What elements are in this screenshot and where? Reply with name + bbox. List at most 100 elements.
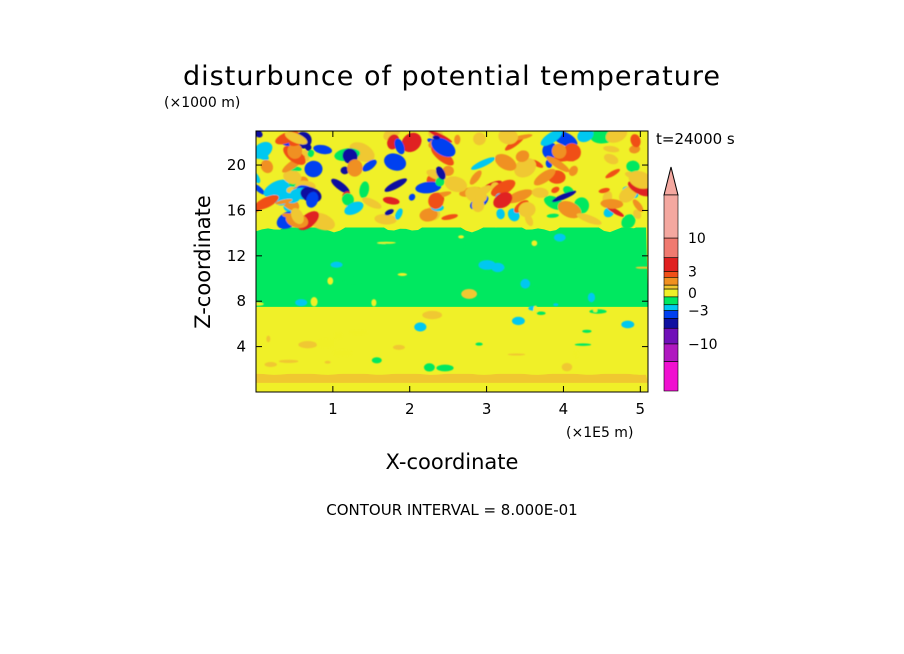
field-blob bbox=[306, 191, 319, 208]
field-blob bbox=[349, 329, 368, 336]
field-blob bbox=[307, 149, 315, 158]
field-blob bbox=[298, 341, 318, 349]
field-blob bbox=[332, 349, 353, 357]
field-blob bbox=[397, 273, 408, 276]
field-blob bbox=[494, 153, 517, 171]
field-blob bbox=[382, 196, 400, 205]
field-blob bbox=[304, 160, 323, 178]
field-blob bbox=[256, 131, 263, 138]
x-axis-title: X-coordinate bbox=[386, 450, 519, 474]
field-blob bbox=[401, 132, 422, 153]
field-blob bbox=[408, 193, 416, 201]
field-blob bbox=[422, 310, 443, 320]
field-blob bbox=[533, 168, 556, 186]
field-blob bbox=[568, 165, 578, 176]
colorbar bbox=[663, 166, 679, 392]
field-blob bbox=[346, 256, 357, 263]
field-blob bbox=[295, 299, 308, 307]
time-label: t=24000 s bbox=[656, 130, 735, 148]
field-blob bbox=[531, 187, 549, 198]
field-blob bbox=[507, 353, 526, 356]
colorbar-segment bbox=[663, 327, 679, 345]
field-blob bbox=[598, 187, 610, 194]
field-blob bbox=[632, 199, 644, 212]
field-blob bbox=[621, 214, 636, 229]
field-blob bbox=[577, 131, 594, 143]
field-blob bbox=[275, 198, 293, 205]
field-blob bbox=[324, 360, 331, 364]
field-blob bbox=[496, 208, 505, 220]
field-blob bbox=[374, 214, 397, 225]
field-blob bbox=[546, 156, 570, 173]
field-blob bbox=[394, 138, 405, 155]
field-blob bbox=[520, 278, 531, 289]
field-blob bbox=[540, 131, 563, 146]
field-blob bbox=[469, 170, 482, 185]
field-blob bbox=[603, 145, 620, 153]
field-blob bbox=[359, 181, 370, 199]
field-blob bbox=[436, 364, 454, 372]
field-blob bbox=[587, 292, 596, 303]
field-blob bbox=[551, 186, 560, 194]
colorbar-arrow bbox=[663, 166, 679, 196]
field-blob bbox=[377, 242, 386, 247]
field-blob bbox=[628, 170, 648, 189]
colorbar-segment bbox=[663, 284, 679, 290]
field-blob bbox=[384, 209, 394, 216]
field-blob bbox=[393, 283, 403, 288]
field-blob bbox=[454, 134, 461, 145]
y-tick-label: 16 bbox=[227, 201, 246, 219]
field-blob bbox=[471, 157, 495, 170]
field-blob bbox=[491, 262, 505, 273]
field-blob bbox=[603, 153, 619, 165]
field-blob bbox=[561, 362, 573, 372]
layer-band bbox=[256, 305, 648, 374]
field-blob bbox=[474, 185, 492, 197]
y-tick-label: 20 bbox=[227, 156, 246, 174]
chart-title: disturbunce of potential temperature bbox=[183, 61, 721, 92]
field-blob bbox=[605, 131, 628, 143]
y-tick-label: 12 bbox=[227, 247, 246, 265]
y-tick-label: 4 bbox=[236, 338, 246, 356]
colorbar-segment bbox=[663, 257, 679, 272]
field-blob bbox=[287, 143, 303, 159]
field-blob bbox=[256, 194, 279, 210]
field-blob bbox=[574, 343, 592, 346]
field-blob bbox=[560, 267, 576, 271]
field-blob bbox=[515, 150, 530, 163]
field-blob bbox=[432, 135, 441, 140]
field-blob bbox=[290, 207, 304, 225]
field-blob bbox=[590, 254, 596, 265]
colorbar-label: −3 bbox=[688, 304, 709, 320]
layer-band bbox=[256, 372, 648, 383]
layer-band bbox=[256, 381, 648, 392]
field-blob bbox=[524, 213, 534, 227]
field-blob bbox=[442, 254, 448, 263]
colorbar-labels: 10 3 0 −3 −10 bbox=[688, 231, 718, 353]
field-blob bbox=[553, 233, 566, 242]
colorbar-segment bbox=[663, 277, 679, 286]
field-blob bbox=[256, 141, 273, 159]
field-blob bbox=[593, 308, 598, 313]
field-blob bbox=[442, 165, 454, 176]
field-blob bbox=[310, 297, 318, 307]
x-tick-label: 1 bbox=[328, 400, 338, 418]
field-blob bbox=[283, 169, 302, 184]
layer-band bbox=[256, 222, 648, 307]
field-blob bbox=[419, 208, 438, 222]
x-tick-label: 3 bbox=[482, 400, 492, 418]
field-blob bbox=[371, 357, 382, 364]
field-blob bbox=[441, 214, 458, 220]
x-tick-label: 5 bbox=[636, 400, 646, 418]
colorbar-label: 10 bbox=[688, 231, 706, 247]
field-blob bbox=[256, 183, 266, 195]
colorbar-segment bbox=[663, 361, 679, 392]
colorbar-segment bbox=[663, 318, 679, 329]
field-blob bbox=[529, 287, 538, 291]
field-blob bbox=[331, 178, 350, 194]
field-blob bbox=[557, 200, 582, 219]
field-blob bbox=[621, 320, 635, 329]
colorbar-segment bbox=[663, 288, 679, 298]
x-axis-ticks: 1 2 3 4 5 bbox=[328, 131, 645, 418]
